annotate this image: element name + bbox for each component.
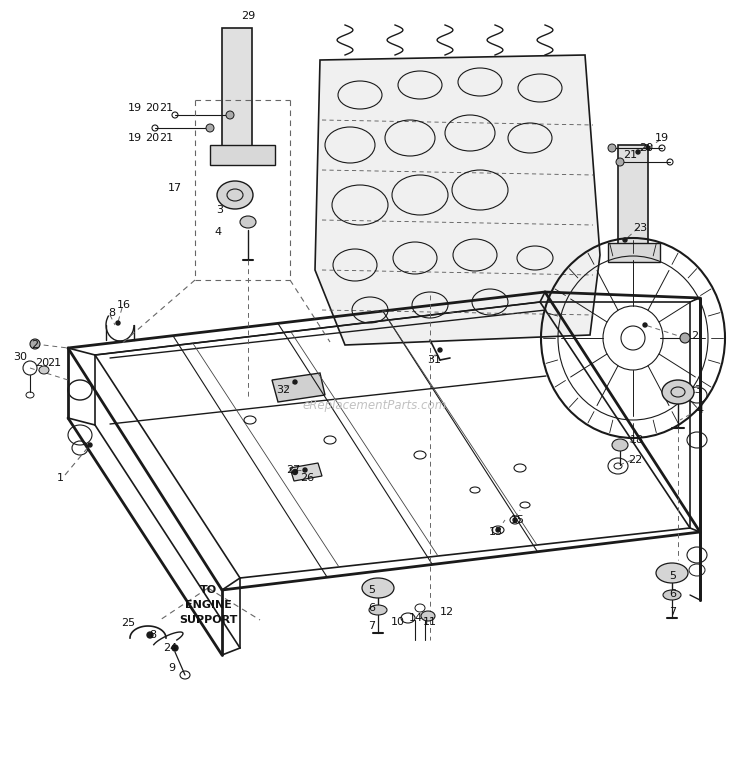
Ellipse shape xyxy=(362,578,394,598)
Polygon shape xyxy=(210,145,275,165)
Text: 19: 19 xyxy=(128,103,142,113)
Text: 31: 31 xyxy=(427,355,441,365)
Text: 5: 5 xyxy=(368,585,376,595)
Text: 30: 30 xyxy=(13,352,27,362)
Text: 8: 8 xyxy=(109,308,115,318)
Ellipse shape xyxy=(217,181,253,209)
Text: ENGINE: ENGINE xyxy=(184,600,232,610)
Circle shape xyxy=(303,468,307,472)
Text: 18: 18 xyxy=(630,435,644,445)
Ellipse shape xyxy=(30,339,40,349)
Text: SUPPORT: SUPPORT xyxy=(178,615,237,625)
Text: 6: 6 xyxy=(670,589,676,599)
Ellipse shape xyxy=(662,380,694,404)
Polygon shape xyxy=(290,463,322,481)
Circle shape xyxy=(293,380,297,384)
Text: 19: 19 xyxy=(655,133,669,143)
Text: 20: 20 xyxy=(145,103,159,113)
Text: 12: 12 xyxy=(440,607,454,617)
Ellipse shape xyxy=(206,124,214,132)
Ellipse shape xyxy=(616,158,624,166)
Text: 20: 20 xyxy=(145,133,159,143)
Polygon shape xyxy=(315,55,600,345)
Ellipse shape xyxy=(39,366,49,374)
Text: 3: 3 xyxy=(694,385,701,395)
Circle shape xyxy=(172,645,178,651)
Text: TO: TO xyxy=(200,585,217,595)
Text: 9: 9 xyxy=(169,663,176,673)
Text: 11: 11 xyxy=(423,617,437,627)
Circle shape xyxy=(623,238,627,242)
Ellipse shape xyxy=(608,144,616,152)
Text: 4: 4 xyxy=(697,405,703,415)
Text: 23: 23 xyxy=(633,223,647,233)
Ellipse shape xyxy=(240,216,256,228)
Text: 21: 21 xyxy=(623,150,637,160)
Text: 5: 5 xyxy=(670,571,676,581)
Ellipse shape xyxy=(226,111,234,119)
Polygon shape xyxy=(222,28,252,148)
Text: 10: 10 xyxy=(391,617,405,627)
Text: 14: 14 xyxy=(409,613,423,623)
Ellipse shape xyxy=(369,605,387,615)
Circle shape xyxy=(147,632,153,638)
Circle shape xyxy=(513,518,517,522)
Circle shape xyxy=(438,348,442,352)
Ellipse shape xyxy=(663,590,681,600)
Polygon shape xyxy=(618,145,648,245)
Text: 17: 17 xyxy=(168,183,182,193)
Polygon shape xyxy=(272,373,325,402)
Text: 7: 7 xyxy=(670,607,676,617)
Circle shape xyxy=(116,321,120,325)
Text: 21: 21 xyxy=(159,133,173,143)
Ellipse shape xyxy=(612,439,628,451)
Text: 2: 2 xyxy=(32,340,38,350)
Polygon shape xyxy=(608,243,660,262)
Circle shape xyxy=(636,150,640,154)
Text: 29: 29 xyxy=(241,11,255,21)
Circle shape xyxy=(496,528,500,532)
Text: eReplacementParts.com: eReplacementParts.com xyxy=(303,398,447,411)
Circle shape xyxy=(292,470,298,474)
Text: 26: 26 xyxy=(300,473,314,483)
Circle shape xyxy=(646,146,650,150)
Text: 21: 21 xyxy=(159,103,173,113)
Text: 19: 19 xyxy=(128,133,142,143)
Text: 3: 3 xyxy=(217,205,223,215)
Text: 21: 21 xyxy=(47,358,61,368)
Text: 8: 8 xyxy=(149,630,157,640)
Text: 7: 7 xyxy=(368,621,376,631)
Text: 4: 4 xyxy=(214,227,221,237)
Text: 15: 15 xyxy=(511,515,525,525)
Text: 20: 20 xyxy=(35,358,49,368)
Ellipse shape xyxy=(656,563,688,583)
Text: 20: 20 xyxy=(639,143,653,153)
Text: 16: 16 xyxy=(117,300,131,310)
Text: 27: 27 xyxy=(286,465,300,475)
Ellipse shape xyxy=(421,611,435,621)
Text: 22: 22 xyxy=(628,455,642,465)
Text: 6: 6 xyxy=(368,603,376,613)
Circle shape xyxy=(88,443,92,447)
Text: 2: 2 xyxy=(692,331,698,341)
Text: 25: 25 xyxy=(121,618,135,628)
Text: 24: 24 xyxy=(163,643,177,653)
Circle shape xyxy=(643,323,647,327)
Text: 13: 13 xyxy=(489,527,503,537)
Text: 32: 32 xyxy=(276,385,290,395)
Ellipse shape xyxy=(680,333,690,343)
Text: 1: 1 xyxy=(56,473,64,483)
